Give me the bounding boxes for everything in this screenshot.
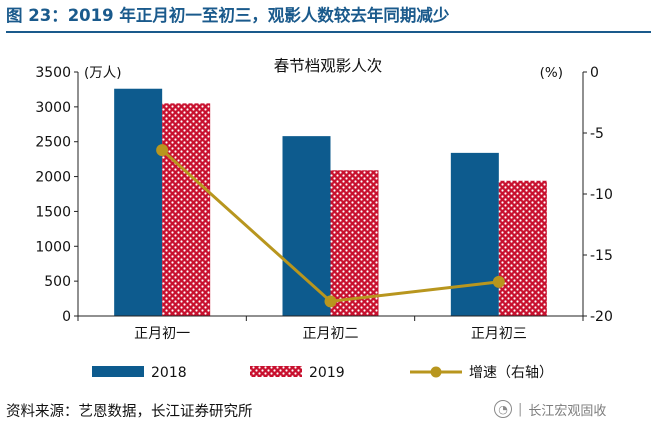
y-left-tick-label: 3000 <box>35 100 71 116</box>
y-left-tick-label: 0 <box>62 309 71 325</box>
x-tick-label: 正月初一 <box>134 325 190 342</box>
y-right-tick-label: -10 <box>590 187 613 203</box>
bar-2018 <box>450 152 499 316</box>
legend-marker <box>430 366 442 378</box>
y-left-axis-label: (万人) <box>84 65 122 81</box>
source-note: 资料来源：艺恩数据，长江证券研究所 <box>6 404 253 420</box>
y-right-tick-label: 0 <box>590 65 599 81</box>
legend-label: 2018 <box>151 365 187 381</box>
y-left-tick-label: 500 <box>44 274 71 290</box>
bar-2019 <box>330 170 379 316</box>
legend-swatch-2019 <box>250 366 302 377</box>
watermark-text: 长江宏观固收 <box>528 403 607 419</box>
y-right-tick-label: -5 <box>590 126 604 142</box>
bar-2018 <box>114 88 163 316</box>
y-right-tick-label: -15 <box>590 248 613 264</box>
y-left-tick-label: 1000 <box>35 239 71 255</box>
bar-2019 <box>498 180 547 316</box>
bar-2018 <box>282 136 331 316</box>
title-divider <box>6 31 651 33</box>
y-left-tick-label: 3500 <box>35 65 71 81</box>
bar-2019 <box>162 103 211 316</box>
watermark-separator: | <box>518 401 523 417</box>
growth-point <box>492 275 505 288</box>
y-left-tick-label: 2500 <box>35 135 71 151</box>
legend-label: 2019 <box>309 365 345 381</box>
growth-point <box>156 144 169 157</box>
chart-title: 春节档观影人次 <box>274 57 383 75</box>
y-left-tick-label: 1500 <box>35 204 71 220</box>
y-right-axis-label: (%) <box>540 65 563 81</box>
x-tick-label: 正月初三 <box>471 325 527 342</box>
x-tick-label: 正月初二 <box>303 325 359 342</box>
legend-swatch-2018 <box>92 366 144 377</box>
growth-point <box>324 295 337 308</box>
y-right-tick-label: -20 <box>590 309 613 325</box>
watermark: ◔ | 长江宏观固收 <box>494 398 606 420</box>
legend-label: 增速（右轴） <box>469 365 553 381</box>
y-left-tick-label: 2000 <box>35 170 71 186</box>
wechat-icon: ◔ <box>494 400 512 418</box>
figure-title: 图 23：2019 年正月初一至初三，观影人数较去年同期减少 <box>6 6 450 25</box>
